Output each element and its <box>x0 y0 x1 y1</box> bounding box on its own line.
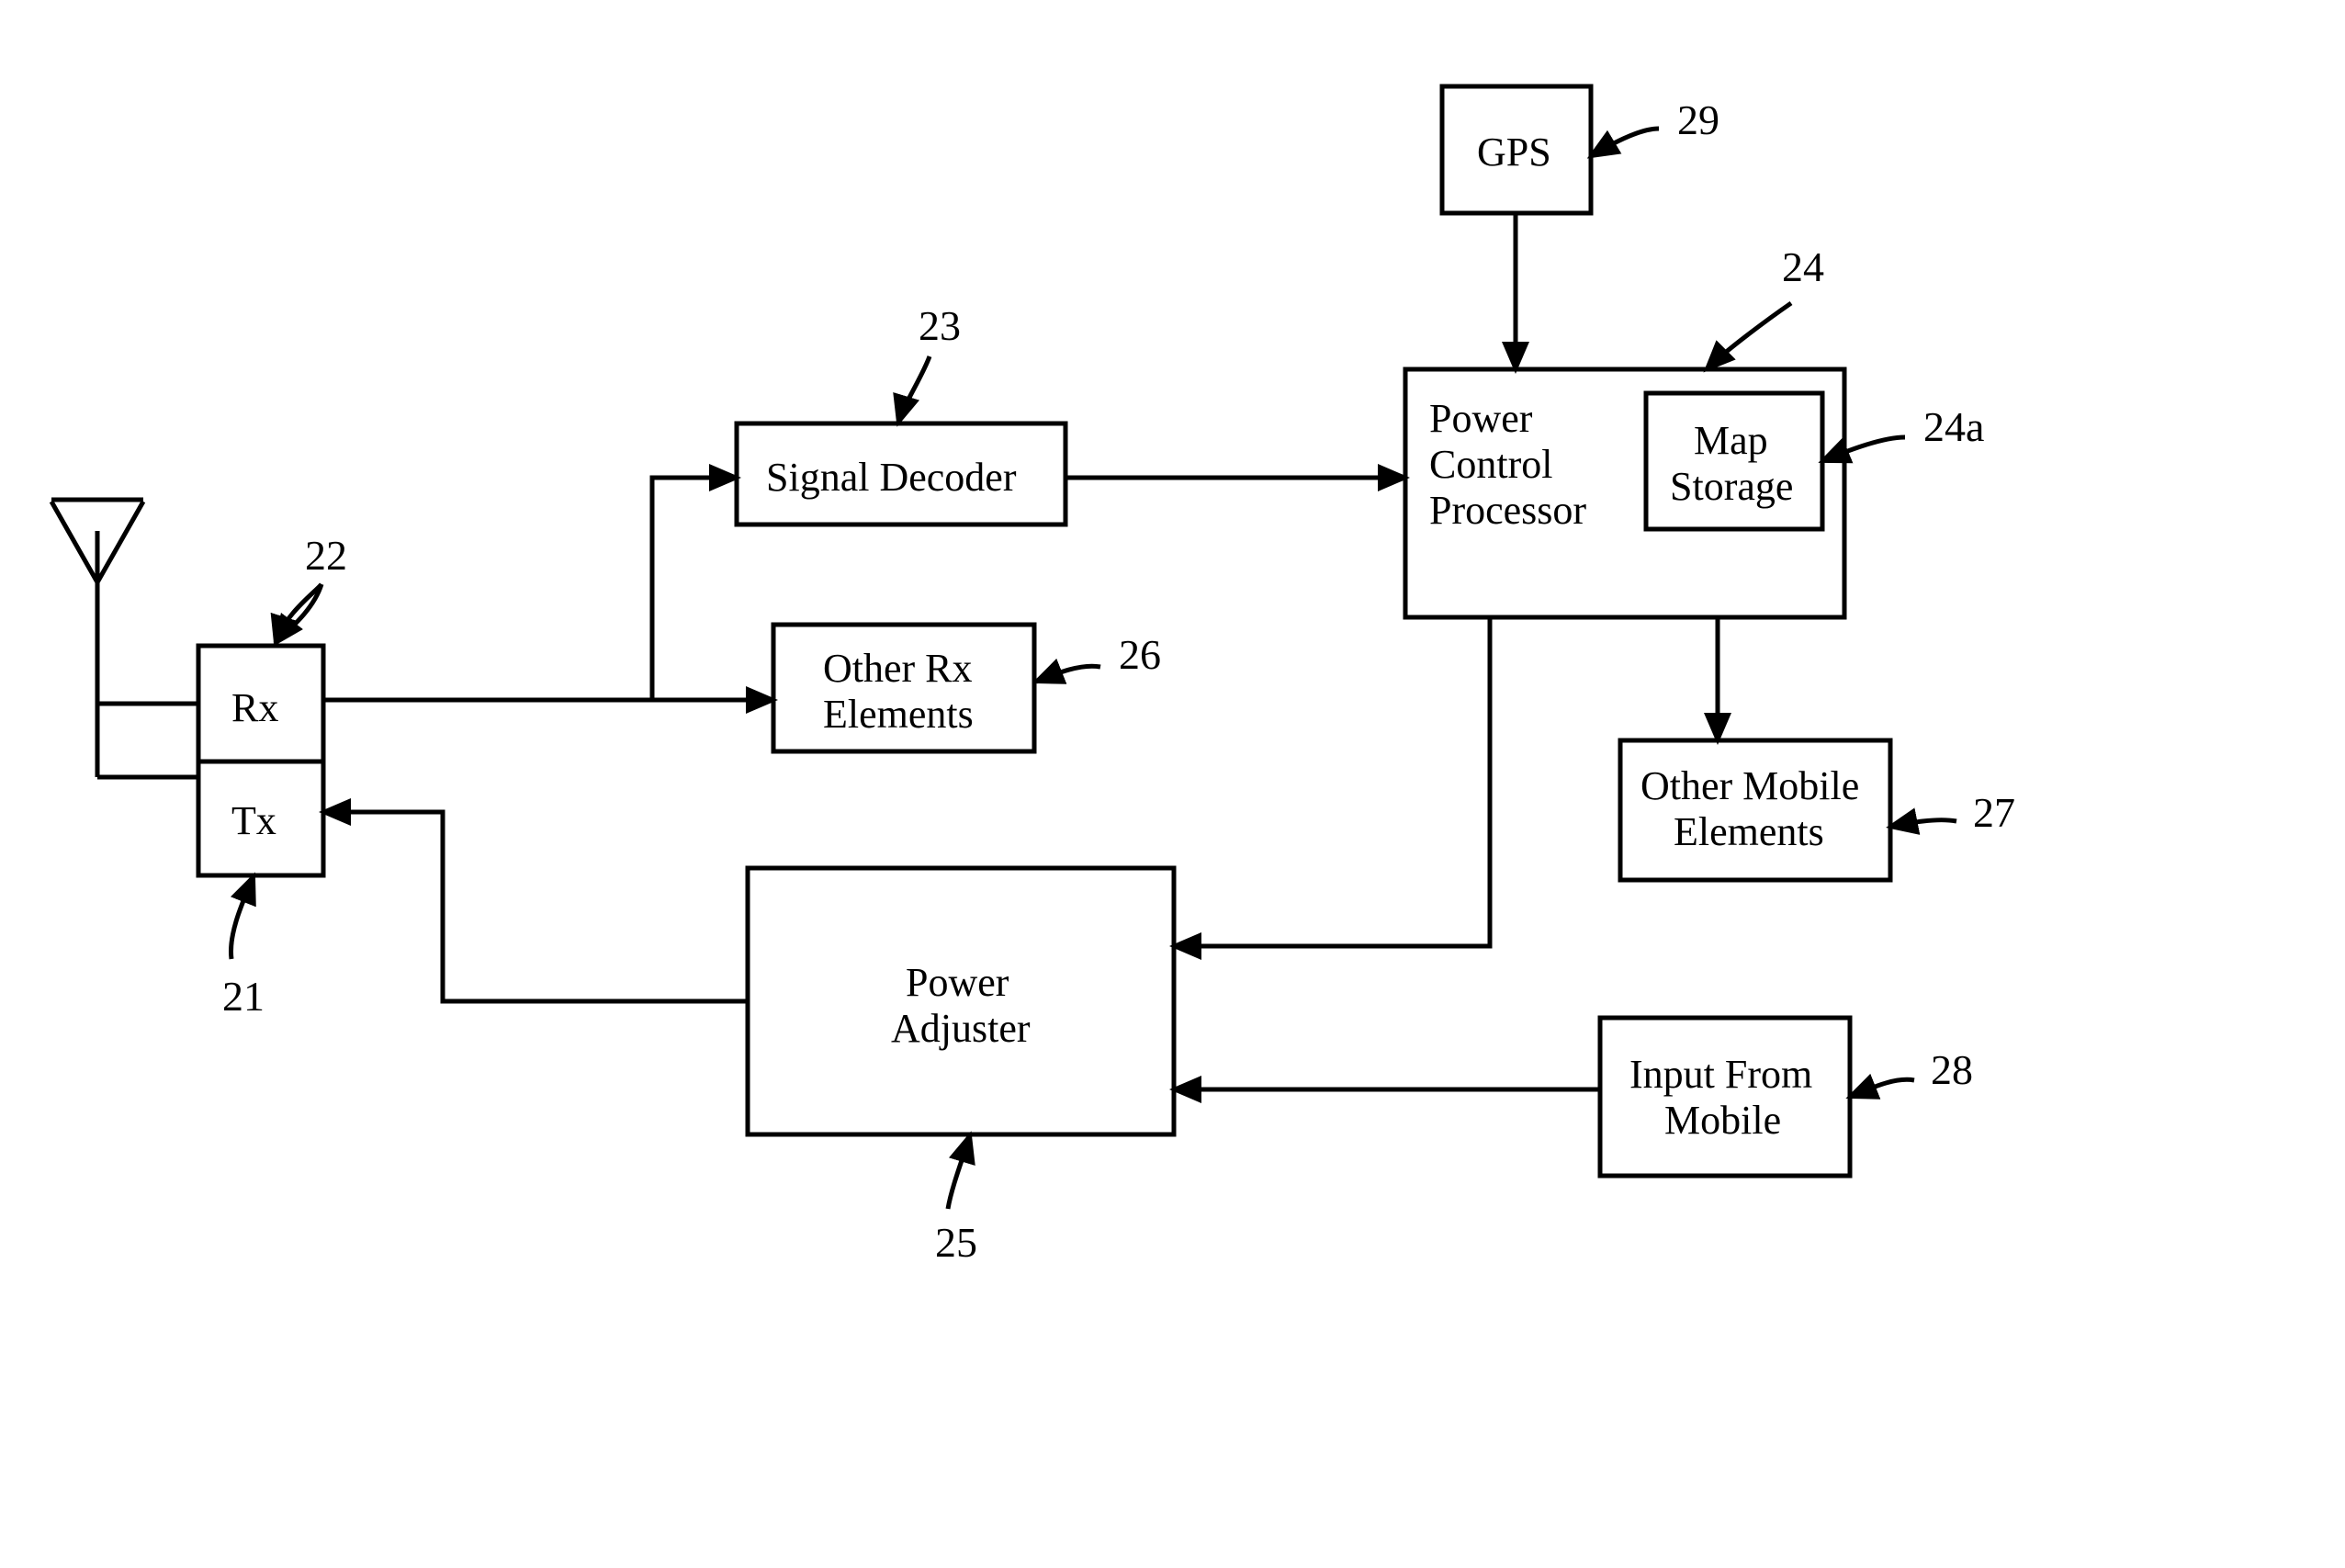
rx-block: Rx <box>198 646 323 761</box>
map-storage-label-1: Map <box>1694 418 1768 463</box>
other-rx-label-2: Elements <box>823 692 974 737</box>
edge-rx-to-decoder <box>323 478 737 700</box>
ref-25: 25 <box>935 1219 977 1266</box>
power-adjuster-label-1: Power <box>906 960 1009 1005</box>
ref-22: 22 <box>305 532 347 579</box>
leader-23 <box>898 356 930 423</box>
power-adjuster-block: Power Adjuster <box>748 868 1174 1134</box>
leader-28 <box>1850 1079 1914 1097</box>
leader-26 <box>1036 666 1100 682</box>
map-storage-block: Map Storage <box>1646 393 1822 529</box>
leader-27 <box>1890 820 1956 827</box>
ref-23: 23 <box>919 302 961 349</box>
tx-label: Tx <box>231 798 276 843</box>
other-rx-label-1: Other Rx <box>823 646 973 691</box>
signal-decoder-label: Signal Decoder <box>766 455 1017 500</box>
input-mobile-label-2: Mobile <box>1664 1098 1781 1143</box>
other-mobile-block: Other Mobile Elements <box>1620 740 1890 880</box>
pcp-label-1: Power <box>1429 396 1533 441</box>
power-adjuster-label-2: Adjuster <box>891 1006 1031 1051</box>
antenna-icon <box>51 500 198 777</box>
input-mobile-label-1: Input From <box>1629 1052 1812 1097</box>
ref-26: 26 <box>1119 631 1161 678</box>
other-mobile-label-2: Elements <box>1674 809 1824 854</box>
leader-29 <box>1591 129 1659 156</box>
map-storage-label-2: Storage <box>1670 464 1793 509</box>
ref-29: 29 <box>1677 96 1719 143</box>
rx-label: Rx <box>231 685 278 730</box>
other-rx-block: Other Rx Elements <box>773 625 1034 751</box>
leader-24 <box>1707 303 1791 369</box>
input-from-mobile-block: Input From Mobile <box>1600 1018 1850 1176</box>
gps-label: GPS <box>1477 130 1551 175</box>
leader-25 <box>948 1135 970 1209</box>
pcp-label-2: Control <box>1429 442 1552 487</box>
other-mobile-label-1: Other Mobile <box>1640 763 1859 808</box>
signal-decoder-block: Signal Decoder <box>737 423 1065 525</box>
block-diagram: Rx Tx Signal Decoder Other Rx Elements P… <box>0 0 2345 1568</box>
edge-pcp-to-poweradj <box>1174 617 1490 946</box>
ref-24: 24 <box>1782 243 1824 290</box>
ref-27: 27 <box>1973 789 2015 836</box>
ref-24a: 24a <box>1923 403 1984 450</box>
gps-block: GPS <box>1442 86 1591 213</box>
pcp-label-3: Processor <box>1429 488 1586 533</box>
tx-block: Tx <box>198 761 323 875</box>
leader-21 <box>231 876 254 959</box>
ref-21: 21 <box>222 973 265 1020</box>
edge-poweradj-to-tx <box>323 812 748 1001</box>
ref-28: 28 <box>1931 1046 1973 1093</box>
